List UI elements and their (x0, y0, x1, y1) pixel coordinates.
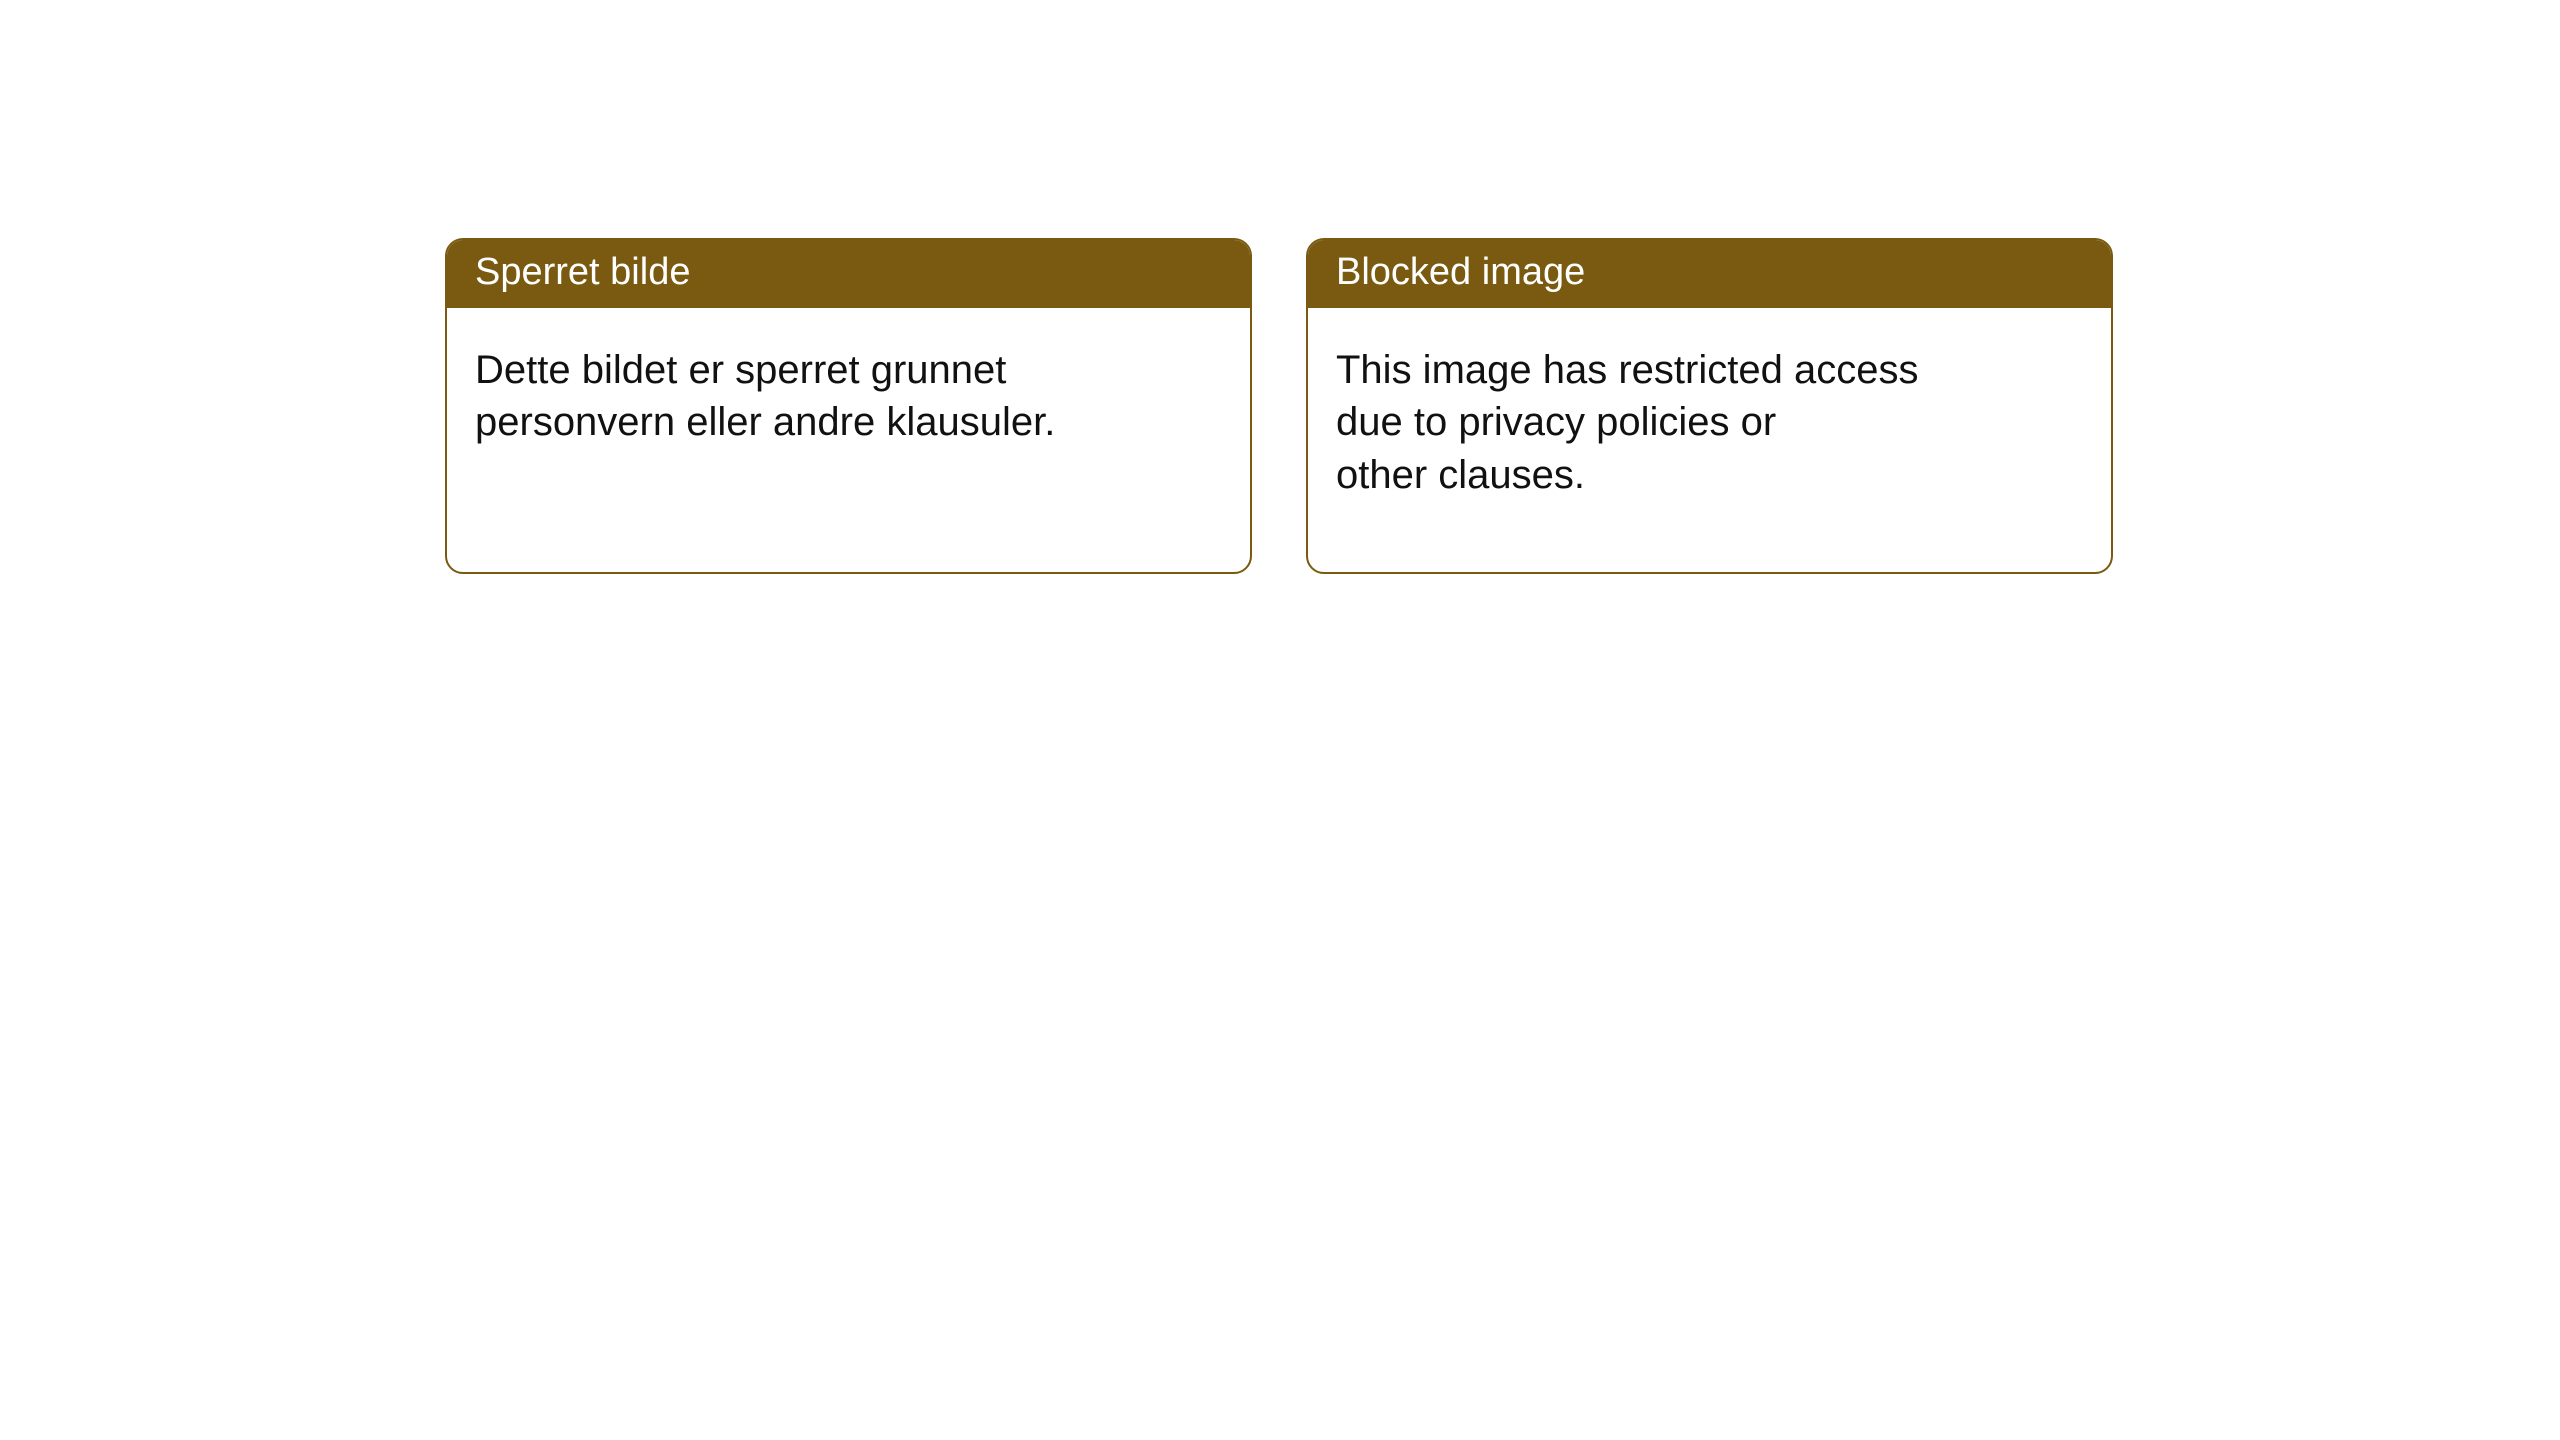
notice-container: Sperret bilde Dette bildet er sperret gr… (0, 0, 2560, 574)
blocked-image-card-en: Blocked image This image has restricted … (1306, 238, 2113, 574)
card-body-no: Dette bildet er sperret grunnet personve… (447, 308, 1250, 478)
card-body-en: This image has restricted access due to … (1308, 308, 2111, 530)
card-header-no: Sperret bilde (447, 240, 1250, 308)
card-header-en: Blocked image (1308, 240, 2111, 308)
blocked-image-card-no: Sperret bilde Dette bildet er sperret gr… (445, 238, 1252, 574)
